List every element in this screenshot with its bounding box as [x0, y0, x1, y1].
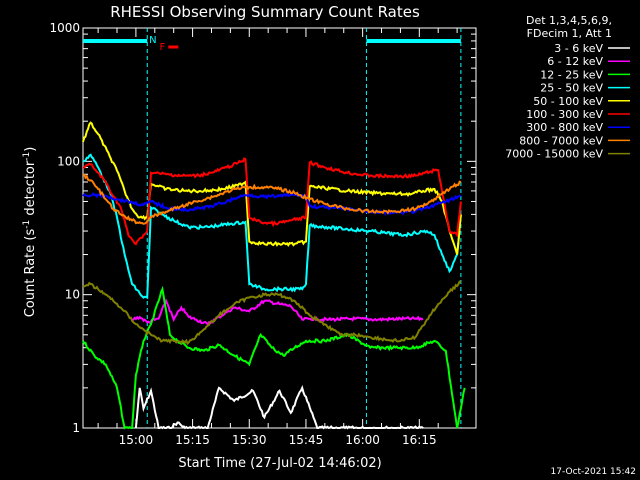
footer-timestamp: 17-Oct-2021 15:42 [551, 467, 636, 477]
x-axis-label: Start Time (27-Jul-02 14:46:02) [178, 456, 381, 471]
y-axis-label-part: ) [23, 147, 38, 152]
series-line-7 [82, 173, 462, 225]
legend-header: Det 1,3,4,5,6,9, [526, 14, 612, 27]
chart-title: RHESSI Observing Summary Count Rates [110, 3, 420, 21]
legend-label: 12 - 25 keV [540, 68, 603, 81]
legend-label: 100 - 300 keV [526, 108, 603, 121]
legend-header: FDecim 1, Att 1 [527, 27, 612, 40]
night-intervals [83, 28, 462, 428]
x-tick-label: 15:45 [289, 433, 324, 447]
x-tick-label: 15:30 [232, 433, 267, 447]
y-axis-label-part: detector [23, 160, 38, 220]
marker-label: N [149, 35, 156, 46]
y-axis-label: Count Rate (s-1 detector-1) [22, 147, 38, 318]
series-line-4 [82, 121, 462, 255]
y-axis-label-sup: -1 [22, 220, 32, 229]
y-axis-label-sup: -1 [22, 152, 32, 161]
x-tick-label: 16:15 [402, 433, 437, 447]
y-tick-label: 10 [65, 288, 80, 302]
tick-labels: 1 10 100 1000 15:00 15:15 15:30 15:45 16:00 16:15 [49, 21, 436, 447]
axis-ticks [83, 28, 477, 429]
y-axis-label-part: Count Rate (s [23, 229, 38, 318]
y-tick-label: 1000 [49, 21, 80, 35]
legend-label: 7000 - 15000 keV [505, 148, 603, 161]
series-line-2 [82, 285, 466, 430]
series-line-5 [82, 157, 462, 246]
legend: Det 1,3,4,5,6,9,FDecim 1, Att 1 3 - 6 keV… [505, 14, 630, 161]
y-tick-label: 1 [72, 421, 80, 435]
y-tick-label: 100 [57, 154, 80, 168]
marker-label: F [159, 42, 165, 53]
legend-label: 300 - 800 keV [526, 121, 603, 134]
legend-label: 25 - 50 keV [540, 82, 603, 95]
legend-label: 6 - 12 keV [547, 55, 603, 68]
x-tick-label: 15:15 [175, 433, 210, 447]
legend-label: 800 - 7000 keV [519, 134, 603, 147]
series-lines [82, 121, 466, 430]
series-line-3 [82, 153, 462, 300]
plot-border [82, 27, 477, 429]
legend-label: 50 - 100 keV [533, 95, 603, 108]
plot-frame [82, 27, 477, 429]
series-line-0 [134, 385, 424, 430]
x-tick-label: 15:00 [119, 433, 154, 447]
series-line-1 [132, 297, 424, 326]
series-line-8 [82, 280, 461, 346]
x-tick-label: 16:00 [345, 433, 380, 447]
flag-markers: NF [149, 35, 179, 53]
legend-label: 3 - 6 keV [554, 42, 603, 55]
